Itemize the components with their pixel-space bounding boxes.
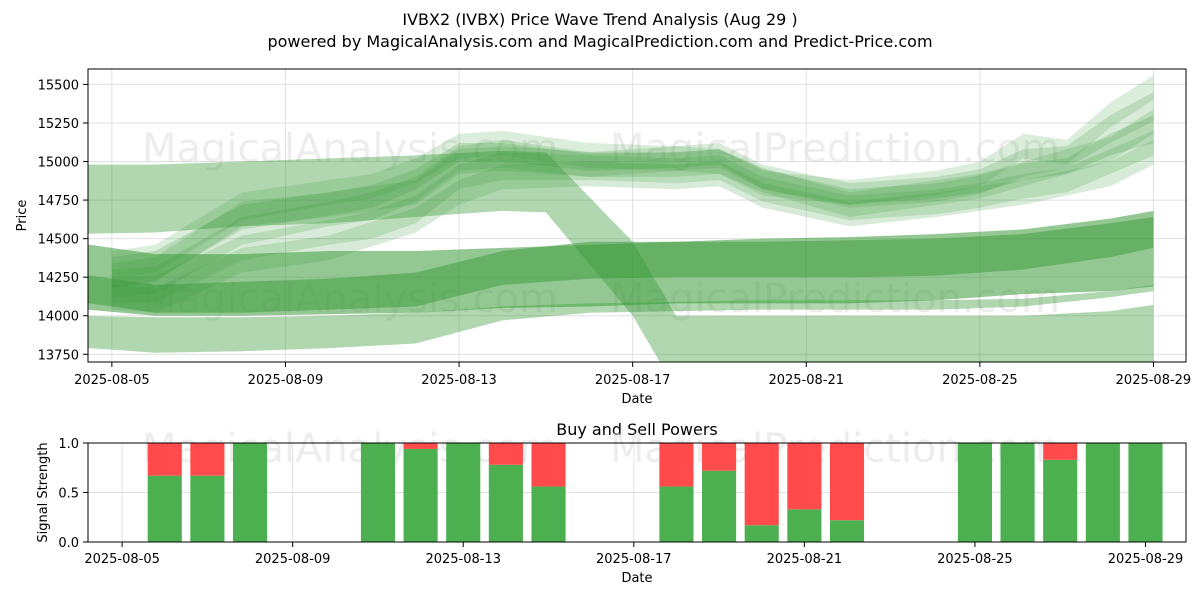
wave-band — [111, 139, 1154, 313]
chart-subtitle: powered by MagicalAnalysis.com and Magic… — [267, 32, 932, 51]
power-x-axis-label: Date — [621, 571, 652, 586]
price-x-tick-label: 2025-08-21 — [768, 373, 844, 388]
buy-power-bar — [1128, 443, 1163, 542]
sell-power-bar — [531, 443, 566, 487]
price-y-axis-label: Price — [15, 200, 30, 232]
wave-bands — [88, 75, 1154, 362]
buy-power-bar — [1085, 443, 1120, 542]
power-panel-title: Buy and Sell Powers — [556, 420, 718, 439]
price-y-tick-label: 14500 — [38, 233, 79, 248]
buy-power-bar — [190, 475, 225, 542]
sell-power-bar — [190, 443, 225, 476]
price-axes-frame — [87, 68, 1187, 363]
power-panel: MagicalAnalysis.comMagicalPrediction.com… — [36, 426, 1187, 586]
sell-power-bar — [403, 443, 438, 449]
price-x-axis-label: Date — [621, 392, 652, 407]
power-y-tick-label: 0.5 — [58, 487, 79, 502]
buy-power-bar — [1043, 459, 1078, 542]
buy-power-bar — [829, 520, 865, 542]
watermark: MagicalPrediction.com — [610, 126, 1060, 172]
price-y-tick-label: 15000 — [38, 156, 79, 171]
buy-power-bar — [531, 486, 566, 542]
price-x-tick-label: 2025-08-25 — [942, 373, 1018, 388]
buy-power-bar — [147, 475, 182, 542]
sell-power-bar — [659, 443, 694, 487]
buy-power-bar — [360, 443, 396, 542]
price-x-tick-label: 2025-08-05 — [74, 373, 150, 388]
power-x-tick-label: 2025-08-17 — [596, 552, 672, 567]
price-x-tick-label: 2025-08-29 — [1116, 373, 1192, 388]
buy-power-bar — [744, 525, 779, 542]
wave-band — [111, 92, 1154, 298]
wave-band — [88, 217, 1154, 313]
wave-band — [111, 75, 1154, 279]
buy-power-bar — [957, 443, 992, 542]
buy-power-bar — [403, 448, 438, 542]
sell-power-bar — [147, 443, 182, 476]
sell-power-bar — [829, 443, 865, 521]
price-x-tick-label: 2025-08-13 — [421, 373, 497, 388]
wave-band — [111, 115, 1154, 288]
buy-power-bar — [1000, 443, 1035, 542]
price-x-tick-label: 2025-08-09 — [248, 373, 324, 388]
buy-power-bar — [232, 443, 268, 542]
sell-power-bar — [744, 443, 779, 526]
wave-band — [111, 109, 1154, 288]
buy-power-bar — [488, 464, 523, 542]
power-x-tick-label: 2025-08-09 — [255, 552, 331, 567]
price-y-tick-label: 13750 — [38, 348, 79, 363]
chart-title: IVBX2 (IVBX) Price Wave Trend Analysis (… — [402, 10, 797, 29]
power-x-tick-label: 2025-08-13 — [425, 552, 501, 567]
buy-power-bar — [659, 486, 694, 542]
power-x-tick-label: 2025-08-21 — [767, 552, 843, 567]
sell-power-bar — [1043, 443, 1078, 460]
price-y-tick-label: 14750 — [38, 194, 79, 209]
power-y-axis-label: Signal Strength — [36, 442, 51, 542]
price-x-tick-label: 2025-08-17 — [595, 373, 671, 388]
power-y-tick-label: 0.0 — [58, 536, 79, 551]
power-x-tick-label: 2025-08-25 — [937, 552, 1013, 567]
power-x-tick-label: 2025-08-29 — [1108, 552, 1184, 567]
wave-band — [88, 284, 1154, 353]
wave-band — [111, 130, 1154, 304]
price-y-tick-label: 15250 — [38, 117, 79, 132]
price-y-tick-label: 14000 — [38, 310, 79, 325]
power-y-tick-label: 1.0 — [58, 437, 79, 452]
sell-power-bar — [787, 443, 822, 510]
price-panel: MagicalAnalysis.com MagicalPrediction.com… — [15, 68, 1192, 407]
sell-power-bar — [702, 443, 737, 471]
watermark: MagicalAnalysis.com — [142, 126, 558, 172]
price-y-tick-label: 15500 — [38, 78, 79, 93]
price-y-tick-label: 14250 — [38, 271, 79, 286]
buy-power-bar — [446, 443, 481, 542]
buy-power-bar — [787, 509, 822, 542]
buy-power-bar — [702, 470, 737, 542]
sell-power-bar — [488, 443, 523, 465]
power-x-tick-label: 2025-08-05 — [84, 552, 160, 567]
